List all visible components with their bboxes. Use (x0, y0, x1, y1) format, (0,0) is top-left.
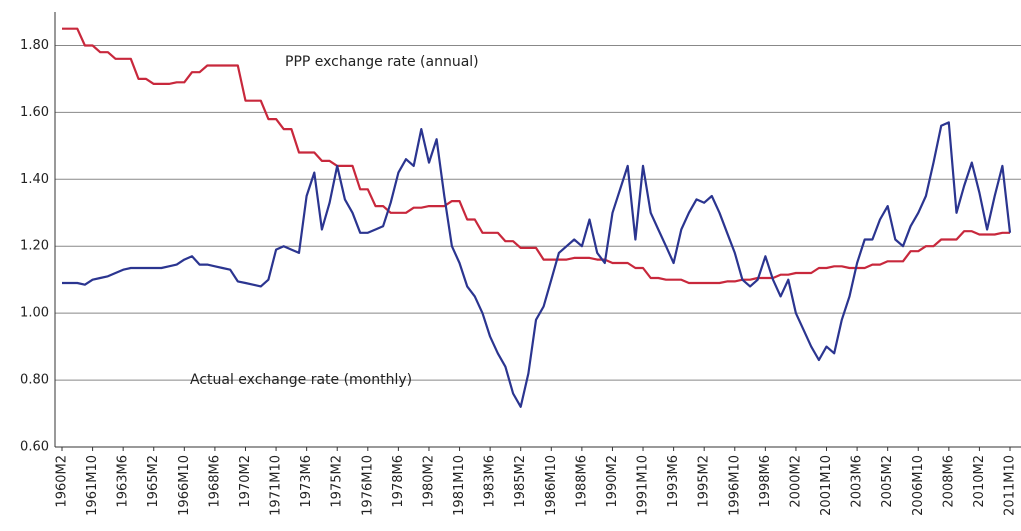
y-tick-label: 1.80 (20, 38, 49, 53)
x-tick-label: 2005M2 (880, 455, 895, 508)
x-tick-label: 2001M10 (819, 455, 834, 516)
x-tick-label: 1993M6 (666, 455, 681, 508)
x-tick-label: 1961M10 (85, 455, 100, 516)
x-tick-label: 1971M10 (269, 455, 284, 516)
x-tick-label: 1960M2 (55, 455, 70, 508)
x-tick-label: 2003M6 (850, 455, 865, 508)
x-tick-label: 1985M2 (513, 455, 528, 508)
x-tick-label: 2000M2 (788, 455, 803, 508)
annotation: PPP exchange rate (annual) (285, 54, 479, 70)
x-tick-label: 2011M10 (1003, 455, 1018, 516)
x-tick-label: 2010M2 (972, 455, 987, 508)
x-tick-label: 1995M2 (697, 455, 712, 508)
x-tick-label: 1966M10 (177, 455, 192, 516)
y-tick-label: 1.40 (20, 172, 49, 187)
x-tick-label: 1996M10 (727, 455, 742, 516)
y-tick-label: 1.60 (20, 105, 49, 120)
x-tick-label: 2008M6 (941, 455, 956, 508)
x-tick-label: 1981M10 (452, 455, 467, 516)
x-tick-label: 1963M6 (116, 455, 131, 508)
x-tick-label: 1975M2 (330, 455, 345, 508)
x-tick-label: 1965M2 (146, 455, 161, 508)
x-tick-label: 1990M2 (605, 455, 620, 508)
x-tick-label: 1986M10 (544, 455, 559, 516)
data-line (62, 27, 1010, 285)
x-tick-label: 1968M6 (207, 455, 222, 508)
x-tick-label: 1983M6 (483, 455, 498, 508)
y-tick-label: 0.60 (20, 440, 49, 455)
x-tick-label: 1976M10 (360, 455, 375, 516)
y-tick-label: 0.80 (20, 373, 49, 388)
y-tick-label: 1.20 (20, 239, 49, 254)
x-tick-label: 2006M10 (911, 455, 926, 516)
x-tick-label: 1978M6 (391, 455, 406, 508)
y-tick-label: 1.00 (20, 306, 49, 321)
x-tick-label: 1980M2 (421, 455, 436, 508)
x-tick-label: 1991M10 (636, 455, 651, 516)
x-tick-label: 1970M2 (238, 455, 253, 508)
data-line (62, 121, 1012, 408)
annotation: Actual exchange rate (monthly) (190, 372, 412, 388)
x-tick-label: 1998M6 (758, 455, 773, 508)
x-tick-label: 1973M6 (299, 455, 314, 508)
x-tick-label: 1988M6 (574, 455, 589, 508)
